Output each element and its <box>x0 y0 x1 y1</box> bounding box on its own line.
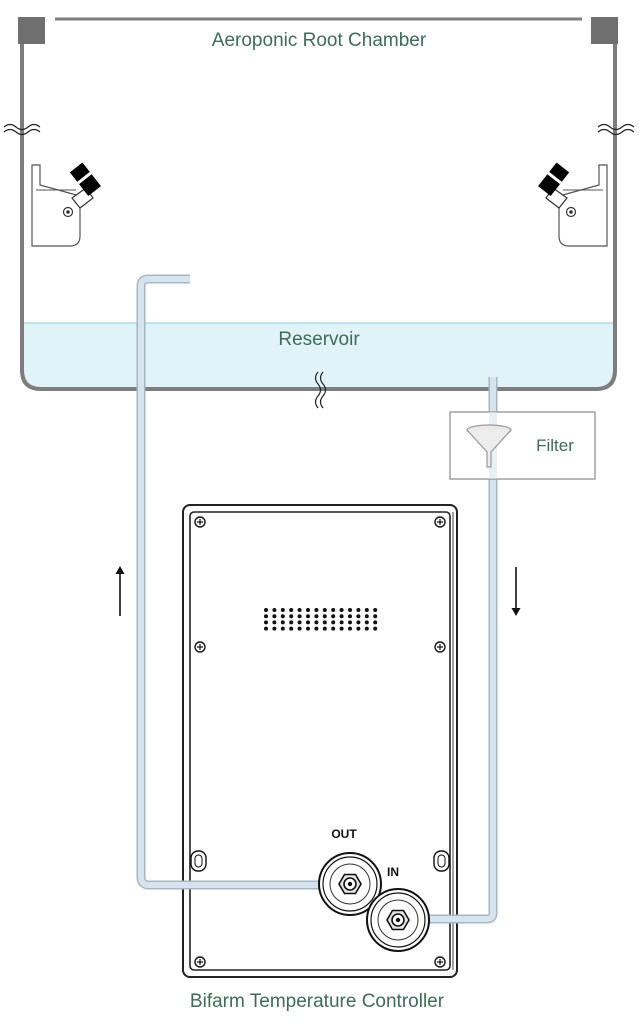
vent-hole <box>373 608 378 612</box>
screw-icon <box>434 956 446 968</box>
vent-hole <box>339 614 344 619</box>
vent-hole <box>314 620 319 625</box>
vent-hole <box>306 626 310 631</box>
screw-icon <box>194 641 206 653</box>
vent-hole <box>289 626 294 631</box>
vent-hole <box>348 626 352 631</box>
vent-hole <box>331 620 336 625</box>
vent-hole <box>289 608 294 612</box>
port-out-label: OUT <box>331 827 357 841</box>
reservoir-label: Reservoir <box>278 329 360 350</box>
chamber-label: Aeroponic Root Chamber <box>212 30 427 51</box>
vent-hole <box>297 614 302 619</box>
vent-hole <box>348 608 352 612</box>
break-mark-right <box>597 123 635 136</box>
tank-corner-right <box>591 17 618 44</box>
vent-hole <box>364 614 369 619</box>
mounting-slot <box>190 850 207 872</box>
vent-hole <box>314 626 319 631</box>
vent-hole <box>280 626 285 631</box>
tank-corner-left <box>18 17 45 44</box>
vent-hole <box>348 614 352 619</box>
vent-hole <box>339 626 344 631</box>
nozzle-icon <box>31 162 101 247</box>
vent-hole <box>306 620 310 625</box>
port-in-label: IN <box>387 865 399 879</box>
vent-hole <box>356 614 361 619</box>
vent-hole <box>272 620 277 625</box>
nozzle-icon <box>538 162 608 247</box>
vent-hole <box>280 608 285 612</box>
vent-hole <box>348 620 352 625</box>
vent-hole <box>314 608 319 612</box>
vent-hole <box>264 626 268 631</box>
vent-hole <box>297 608 302 612</box>
screw-icon <box>434 516 446 528</box>
vent-hole <box>364 620 369 625</box>
vent-hole <box>339 620 344 625</box>
vent-hole <box>322 608 327 612</box>
root-chamber-tank <box>3 17 635 409</box>
vent-hole <box>331 626 336 631</box>
vent-hole <box>364 608 369 612</box>
vent-hole <box>322 626 327 631</box>
vent-hole <box>331 608 336 612</box>
vent-hole <box>356 608 361 612</box>
vent-hole <box>322 614 327 619</box>
hose-fitting-icon <box>366 888 430 952</box>
vent-hole <box>264 620 268 625</box>
vent-hole <box>373 620 378 625</box>
vent-hole <box>264 614 268 619</box>
vent-hole <box>289 614 294 619</box>
controller-label: Bifarm Temperature Controller <box>190 991 445 1012</box>
vent-hole <box>322 620 327 625</box>
vent-hole <box>280 614 285 619</box>
vent-hole <box>306 608 310 612</box>
vent-hole <box>272 614 277 619</box>
vent-hole <box>339 608 344 612</box>
vent-hole <box>280 620 285 625</box>
vent-hole <box>356 620 361 625</box>
vent-hole <box>264 608 268 612</box>
break-mark-left <box>3 123 41 136</box>
filter-label: Filter <box>536 436 574 455</box>
arrow-up-icon <box>115 566 125 616</box>
vent-hole <box>314 614 319 619</box>
vent-hole <box>364 626 369 631</box>
temperature-controller <box>182 504 458 978</box>
vent-hole <box>297 626 302 631</box>
funnel-icon <box>466 424 512 468</box>
screw-icon <box>194 516 206 528</box>
hose-fitting-icon <box>318 852 382 916</box>
screw-icon <box>194 956 206 968</box>
vent-hole <box>356 626 361 631</box>
arrow-down-icon <box>511 567 521 616</box>
mounting-slot <box>433 850 450 872</box>
vent-hole <box>331 614 336 619</box>
vent-hole <box>373 626 378 631</box>
reservoir-water <box>23 323 615 388</box>
vent-hole <box>306 614 310 619</box>
break-mark-bottom <box>314 371 327 409</box>
vent-grid <box>264 608 378 631</box>
filter-box: Filter <box>449 411 596 480</box>
vent-hole <box>272 626 277 631</box>
vent-hole <box>272 608 277 612</box>
vent-hole <box>297 620 302 625</box>
screw-icon <box>434 641 446 653</box>
vent-hole <box>373 614 378 619</box>
vent-hole <box>289 620 294 625</box>
